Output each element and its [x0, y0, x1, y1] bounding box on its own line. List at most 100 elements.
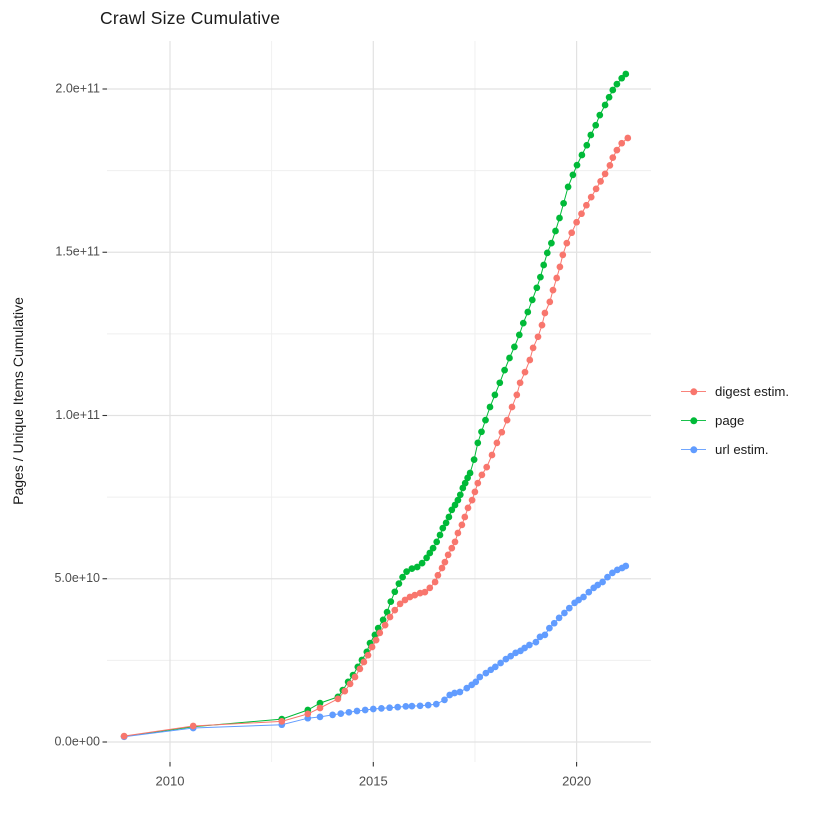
series-point-page: [474, 439, 482, 447]
legend-dot-icon: [689, 387, 698, 396]
series-point-url-estim-: [546, 624, 553, 632]
series-point-page: [533, 284, 541, 292]
series-point-digest-estim-: [534, 333, 542, 341]
series-point-url-estim-: [361, 706, 369, 714]
x-tick-label: 2020: [562, 773, 591, 788]
series-point-digest-estim-: [553, 274, 561, 282]
series-point-url-estim-: [526, 641, 533, 649]
y-axis-title: Pages / Unique Items Cumulative: [10, 297, 26, 505]
series-point-url-estim-: [353, 707, 361, 715]
series-point-page: [524, 308, 532, 316]
legend-key-url-estim-icon: [681, 441, 706, 459]
series-point-page: [519, 319, 527, 327]
series-point-url-estim-: [580, 593, 587, 601]
series-point-url-estim-: [604, 573, 611, 581]
series-point-digest-estim-: [573, 218, 580, 226]
series-point-digest-estim-: [278, 718, 286, 725]
series-point-url-estim-: [550, 619, 558, 627]
series-point-url-estim-: [594, 581, 602, 589]
series-point-digest-estim-: [508, 403, 516, 411]
x-tick-label: 2015: [359, 773, 388, 788]
legend-entry-page: page: [681, 406, 789, 435]
series-point-digest-estim-: [444, 551, 452, 559]
legend-label: page: [715, 413, 745, 428]
series-point-page: [569, 171, 577, 179]
series-point-page: [433, 538, 441, 546]
series-point-digest-estim-: [529, 344, 537, 352]
series-point-digest-estim-: [421, 588, 429, 596]
y-tick-label: 1.0e+11: [55, 408, 100, 422]
y-tick-label: 5.0e+10: [54, 571, 100, 585]
series-point-page: [418, 559, 426, 567]
series-point-page: [482, 416, 489, 424]
legend-dot-icon: [689, 445, 698, 454]
series-point-page: [543, 249, 551, 257]
series-point-page: [442, 519, 450, 527]
series-point-digest-estim-: [546, 298, 554, 306]
series-point-page: [528, 296, 536, 304]
series-point-url-estim-: [451, 689, 458, 697]
series-point-url-estim-: [402, 703, 410, 710]
series-point-url-estim-: [472, 678, 480, 686]
series-point-page: [316, 699, 324, 707]
series-point-page: [391, 588, 399, 596]
chart-title: Crawl Size Cumulative: [100, 8, 281, 28]
series-point-digest-estim-: [391, 606, 399, 614]
series-point-url-estim-: [369, 705, 377, 713]
series-point-digest-estim-: [346, 680, 354, 688]
series-line-digest-estim-: [124, 137, 629, 737]
series-point-digest-estim-: [451, 538, 459, 546]
series-point-digest-estim-: [434, 571, 442, 579]
series-point-url-estim-: [565, 604, 573, 612]
series-point-page: [515, 331, 523, 339]
series-point-digest-estim-: [441, 558, 449, 566]
series-point-url-estim-: [502, 655, 510, 663]
series-point-digest-estim-: [516, 379, 524, 387]
y-tick-label: 2.0e+11: [55, 81, 100, 95]
series-point-url-estim-: [408, 702, 416, 710]
series-point-page: [496, 379, 504, 387]
series-point-digest-estim-: [461, 513, 469, 521]
series-point-page: [429, 544, 437, 552]
series-point-page: [592, 121, 600, 129]
series-point-digest-estim-: [578, 210, 585, 218]
series-point-url-estim-: [463, 684, 471, 692]
series-point-page: [423, 554, 430, 562]
series-point-digest-estim-: [474, 479, 482, 487]
series-point-digest-estim-: [189, 722, 197, 730]
series-point-digest-estim-: [334, 695, 342, 703]
series-point-digest-estim-: [541, 309, 549, 317]
series-point-digest-estim-: [587, 193, 595, 201]
series-point-url-estim-: [599, 578, 606, 586]
series-point-page: [478, 428, 485, 436]
series-point-page: [491, 391, 499, 399]
series-point-digest-estim-: [454, 529, 462, 537]
series-point-page: [413, 563, 421, 571]
legend-dot-icon: [689, 416, 698, 425]
series-point-page: [501, 366, 508, 374]
series-point-url-estim-: [337, 710, 345, 717]
series-point-page: [511, 343, 518, 351]
series-point-url-estim-: [378, 705, 385, 712]
y-tick-label: 0.0e+00: [54, 734, 100, 748]
series-point-digest-estim-: [351, 673, 359, 681]
series-point-digest-estim-: [483, 463, 491, 471]
series-point-page: [383, 608, 391, 616]
series-point-url-estim-: [555, 614, 563, 622]
series-point-page: [426, 549, 434, 557]
series-point-digest-estim-: [597, 178, 604, 185]
series-point-digest-estim-: [568, 229, 576, 237]
series-point-digest-estim-: [493, 439, 501, 447]
series-point-page: [439, 524, 447, 532]
series-point-digest-estim-: [503, 416, 511, 424]
legend-label: url estim.: [715, 442, 769, 457]
series-point-url-estim-: [532, 638, 540, 646]
series-point-digest-estim-: [341, 687, 349, 695]
series-point-digest-estim-: [478, 471, 486, 479]
series-point-digest-estim-: [563, 239, 571, 247]
legend-entry-url-estim: url estim.: [681, 435, 789, 464]
series-point-url-estim-: [622, 562, 630, 570]
series-point-page: [395, 580, 403, 587]
y-tick-label: 1.5e+11: [55, 245, 100, 259]
